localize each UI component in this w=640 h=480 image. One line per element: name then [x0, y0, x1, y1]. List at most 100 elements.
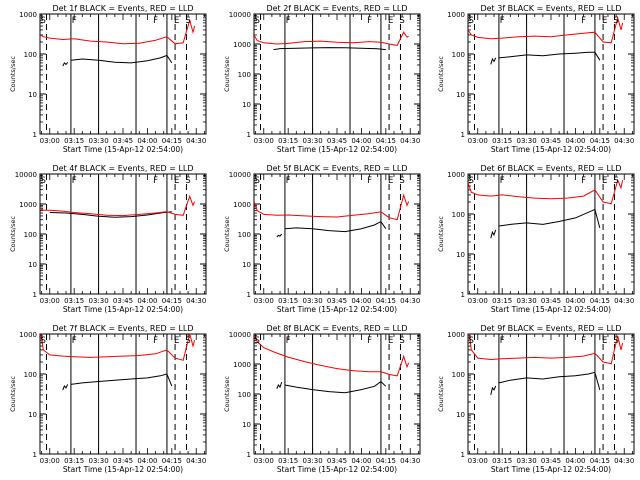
- lld-series-line: [254, 335, 410, 377]
- y-tick-label: 100: [238, 71, 251, 79]
- detector-panel: Det 3f BLACK = Events, RED = LLD 1 10 100 10…: [437, 4, 635, 154]
- lld-series-line: [254, 193, 410, 221]
- x-tick-label: 04:00: [565, 137, 585, 145]
- events-series-line: [70, 54, 173, 64]
- y-tick-label: 100: [238, 231, 251, 239]
- x-tick-label: 03:45: [541, 297, 561, 305]
- y-tick-label: 10000: [229, 331, 251, 339]
- events-series-line: [490, 385, 497, 396]
- lld-series-line: [468, 334, 624, 365]
- x-tick-label: 03:45: [113, 137, 133, 145]
- y-tick-label: 1: [461, 451, 465, 459]
- series-group: [40, 194, 196, 218]
- panel-title: Det 2f BLACK = Events, RED = LLD: [266, 4, 407, 13]
- y-tick-label: 1: [33, 451, 37, 459]
- interval-marker-label: F: [72, 336, 77, 346]
- y-tick-label: 1: [247, 291, 251, 299]
- x-tick-label: 03:45: [327, 457, 347, 465]
- x-tick-label: 03:15: [492, 297, 512, 305]
- y-axis-label: Counts/sec: [223, 56, 231, 92]
- x-tick-label: 03:45: [541, 457, 561, 465]
- interval-marker-label: F: [153, 16, 158, 26]
- lld-series-line: [40, 194, 196, 217]
- interval-marker-label: E: [174, 16, 179, 26]
- y-axis-label: Counts/sec: [437, 376, 445, 412]
- interval-marker-label: F: [153, 336, 158, 346]
- x-tick-label: 04:00: [565, 457, 585, 465]
- y-tick-label: 100: [452, 211, 465, 219]
- panel-title: Det 9f BLACK = Events, RED = LLD: [480, 324, 621, 333]
- x-tick-label: 04:30: [186, 457, 206, 465]
- panel-title: Det 5f BLACK = Events, RED = LLD: [266, 164, 407, 173]
- x-tick-label: 03:15: [64, 297, 84, 305]
- interval-marker-label: F: [367, 336, 372, 346]
- y-axis-label: Counts/sec: [223, 376, 231, 412]
- events-series-line: [62, 384, 69, 391]
- interval-marker-label: F: [581, 176, 586, 186]
- y-axis-label: Counts/sec: [9, 56, 17, 92]
- y-tick-label: 10000: [15, 171, 37, 179]
- detector-panel: Det 9f BLACK = Events, RED = LLD 1 10 100 10…: [437, 324, 635, 474]
- y-tick-label: 100: [24, 51, 37, 59]
- plot-frame: [253, 13, 421, 135]
- x-tick-label: 04:30: [186, 297, 206, 305]
- interval-marker-label: S: [185, 176, 190, 186]
- y-tick-label: 1: [461, 131, 465, 139]
- x-tick-label: 04:30: [186, 137, 206, 145]
- x-axis-label: Start Time (15-Apr-12 02:54:00): [63, 145, 183, 154]
- lld-series-line: [40, 334, 196, 361]
- x-tick-label: 03:15: [64, 137, 84, 145]
- interval-marker-label: F: [581, 336, 586, 346]
- plot-frame: [39, 173, 207, 295]
- interval-marker-label: F: [581, 16, 586, 26]
- interval-marker-label: F: [72, 16, 77, 26]
- interval-marker-label: S: [399, 176, 404, 186]
- panel-title: Det 6f BLACK = Events, RED = LLD: [480, 164, 621, 173]
- interval-marker-label: F: [500, 176, 505, 186]
- interval-marker-label: S: [255, 16, 260, 26]
- x-tick-label: 03:00: [254, 297, 274, 305]
- y-tick-label: 1000: [447, 11, 465, 19]
- detector-panel: Det 1f BLACK = Events, RED = LLD 1 10 100 10…: [9, 4, 207, 154]
- x-tick-label: 03:45: [327, 297, 347, 305]
- x-tick-label: 04:15: [590, 457, 610, 465]
- x-tick-label: 04:15: [590, 137, 610, 145]
- interval-marker-label: F: [286, 336, 291, 346]
- x-tick-label: 03:45: [327, 137, 347, 145]
- interval-marker-label: S: [613, 16, 618, 26]
- x-tick-label: 03:15: [64, 457, 84, 465]
- events-series-line: [273, 47, 386, 51]
- y-tick-label: 1000: [447, 171, 465, 179]
- x-tick-label: 04:00: [565, 297, 585, 305]
- x-tick-label: 03:15: [492, 137, 512, 145]
- interval-marker-label: F: [286, 176, 291, 186]
- x-tick-label: 04:15: [590, 297, 610, 305]
- x-tick-label: 04:00: [351, 297, 371, 305]
- y-tick-label: 10000: [229, 171, 251, 179]
- series-group: [468, 334, 624, 396]
- interval-marker-label: S: [613, 336, 618, 346]
- x-axis-label: Start Time (15-Apr-12 02:54:00): [491, 465, 611, 474]
- interval-marker-label: F: [500, 336, 505, 346]
- y-tick-label: 100: [238, 391, 251, 399]
- interval-marker-label: E: [388, 176, 393, 186]
- interval-marker-label: S: [399, 336, 404, 346]
- x-tick-label: 03:45: [541, 137, 561, 145]
- panel-title: Det 3f BLACK = Events, RED = LLD: [480, 4, 621, 13]
- x-tick-label: 03:45: [113, 457, 133, 465]
- detector-panel: Det 6f BLACK = Events, RED = LLD 1 10 100 10…: [437, 164, 635, 314]
- x-tick-label: 04:15: [376, 457, 396, 465]
- interval-marker-label: S: [185, 336, 190, 346]
- y-tick-label: 10: [242, 421, 251, 429]
- y-tick-label: 1000: [233, 361, 251, 369]
- series-group: [254, 335, 410, 394]
- interval-marker-label: S: [613, 176, 618, 186]
- series-group: [468, 178, 624, 239]
- panel-title: Det 4f BLACK = Events, RED = LLD: [52, 164, 193, 173]
- panel-title: Det 1f BLACK = Events, RED = LLD: [52, 4, 193, 13]
- lld-series-line: [468, 15, 624, 44]
- y-tick-label: 1000: [19, 11, 37, 19]
- y-tick-label: 10: [456, 251, 465, 259]
- x-tick-label: 04:15: [376, 137, 396, 145]
- x-tick-label: 03:15: [278, 137, 298, 145]
